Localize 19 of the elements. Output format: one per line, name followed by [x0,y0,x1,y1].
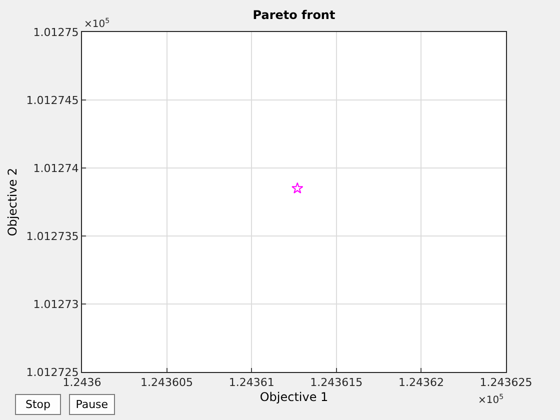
chart-title: Pareto front [252,8,336,22]
y-tick-label: 1.01275 [33,26,79,39]
x-tick-label: 1.24361 [228,376,274,390]
y-tick-label: 1.01273 [33,298,79,311]
x-tick-label: 1.243605 [140,376,194,390]
text: Pause [76,398,108,411]
x-axis-title: Objective 1 [260,390,328,404]
y-tick-label: 1.01274 [33,162,79,175]
x-tick-label: 1.2436 [62,376,102,390]
x-tick-label: 1.243625 [480,376,532,390]
y-tick-label: 1.012735 [26,230,79,243]
text: ×10$^{5}$ [478,393,504,406]
text: ×10$^{5}$ [84,17,110,30]
y-axis-title: Objective 2 [6,168,20,236]
x-tick-label: 1.243615 [310,376,363,390]
x-tick-label: 1.24362 [398,376,444,390]
y-tick-label: 1.012745 [26,94,79,107]
y-tick-label: 1.012725 [26,366,79,379]
text: Stop [25,398,51,411]
